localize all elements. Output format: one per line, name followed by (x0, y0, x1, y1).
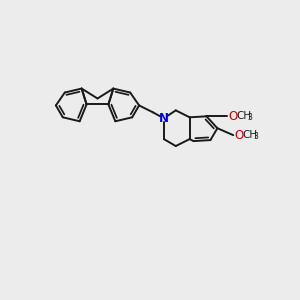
Text: O: O (228, 110, 238, 123)
Text: 3: 3 (247, 113, 252, 122)
Text: CH: CH (242, 130, 257, 140)
Text: 3: 3 (253, 132, 258, 141)
Text: O: O (234, 129, 244, 142)
Text: N: N (159, 112, 169, 125)
Text: CH: CH (236, 111, 251, 121)
